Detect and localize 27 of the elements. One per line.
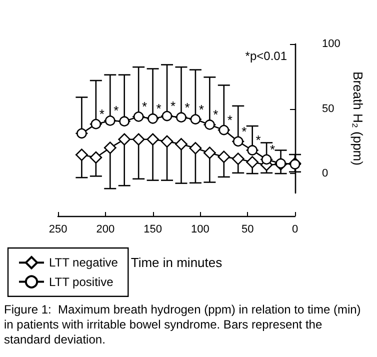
- annotation: *p<0.01: [245, 49, 288, 63]
- data-label: *: [99, 106, 104, 122]
- x-tick-label: 250: [48, 224, 68, 236]
- x-tick-label: 0: [292, 224, 298, 236]
- x-tick-label: 50: [241, 224, 254, 236]
- data-label: *: [114, 103, 119, 118]
- data-label: *: [256, 132, 261, 148]
- data-label: *: [270, 142, 276, 157]
- y-tick-label: 50: [322, 102, 334, 115]
- x-tick-label: 100: [191, 224, 210, 236]
- x-tick-label: 200: [96, 224, 115, 236]
- legend-label: LTT negative: [49, 256, 118, 270]
- data-label: *: [142, 99, 148, 114]
- caption: Figure 1: Maximum breath hydrogen (ppm) in relation to time (min) in patients with irritable bowel syndrome. Bars represent the standard deviation.: [4, 302, 364, 346]
- data-label: *: [227, 112, 232, 128]
- legend-label: LTT positive: [49, 274, 114, 289]
- x-axis-title: Time in minutes: [130, 255, 223, 270]
- data-label: *: [213, 107, 218, 122]
- data-label: *: [184, 100, 190, 115]
- y-tick-label: 0: [322, 168, 328, 180]
- x-tick-label: 150: [144, 224, 162, 236]
- y-axis-title: Breath H₂ (ppm): [350, 72, 366, 166]
- y-tick-label: 100: [322, 38, 340, 50]
- data-label: *: [198, 102, 204, 117]
- data-label: *: [242, 124, 247, 139]
- data-label: *: [170, 98, 176, 114]
- data-label: *: [156, 101, 162, 116]
